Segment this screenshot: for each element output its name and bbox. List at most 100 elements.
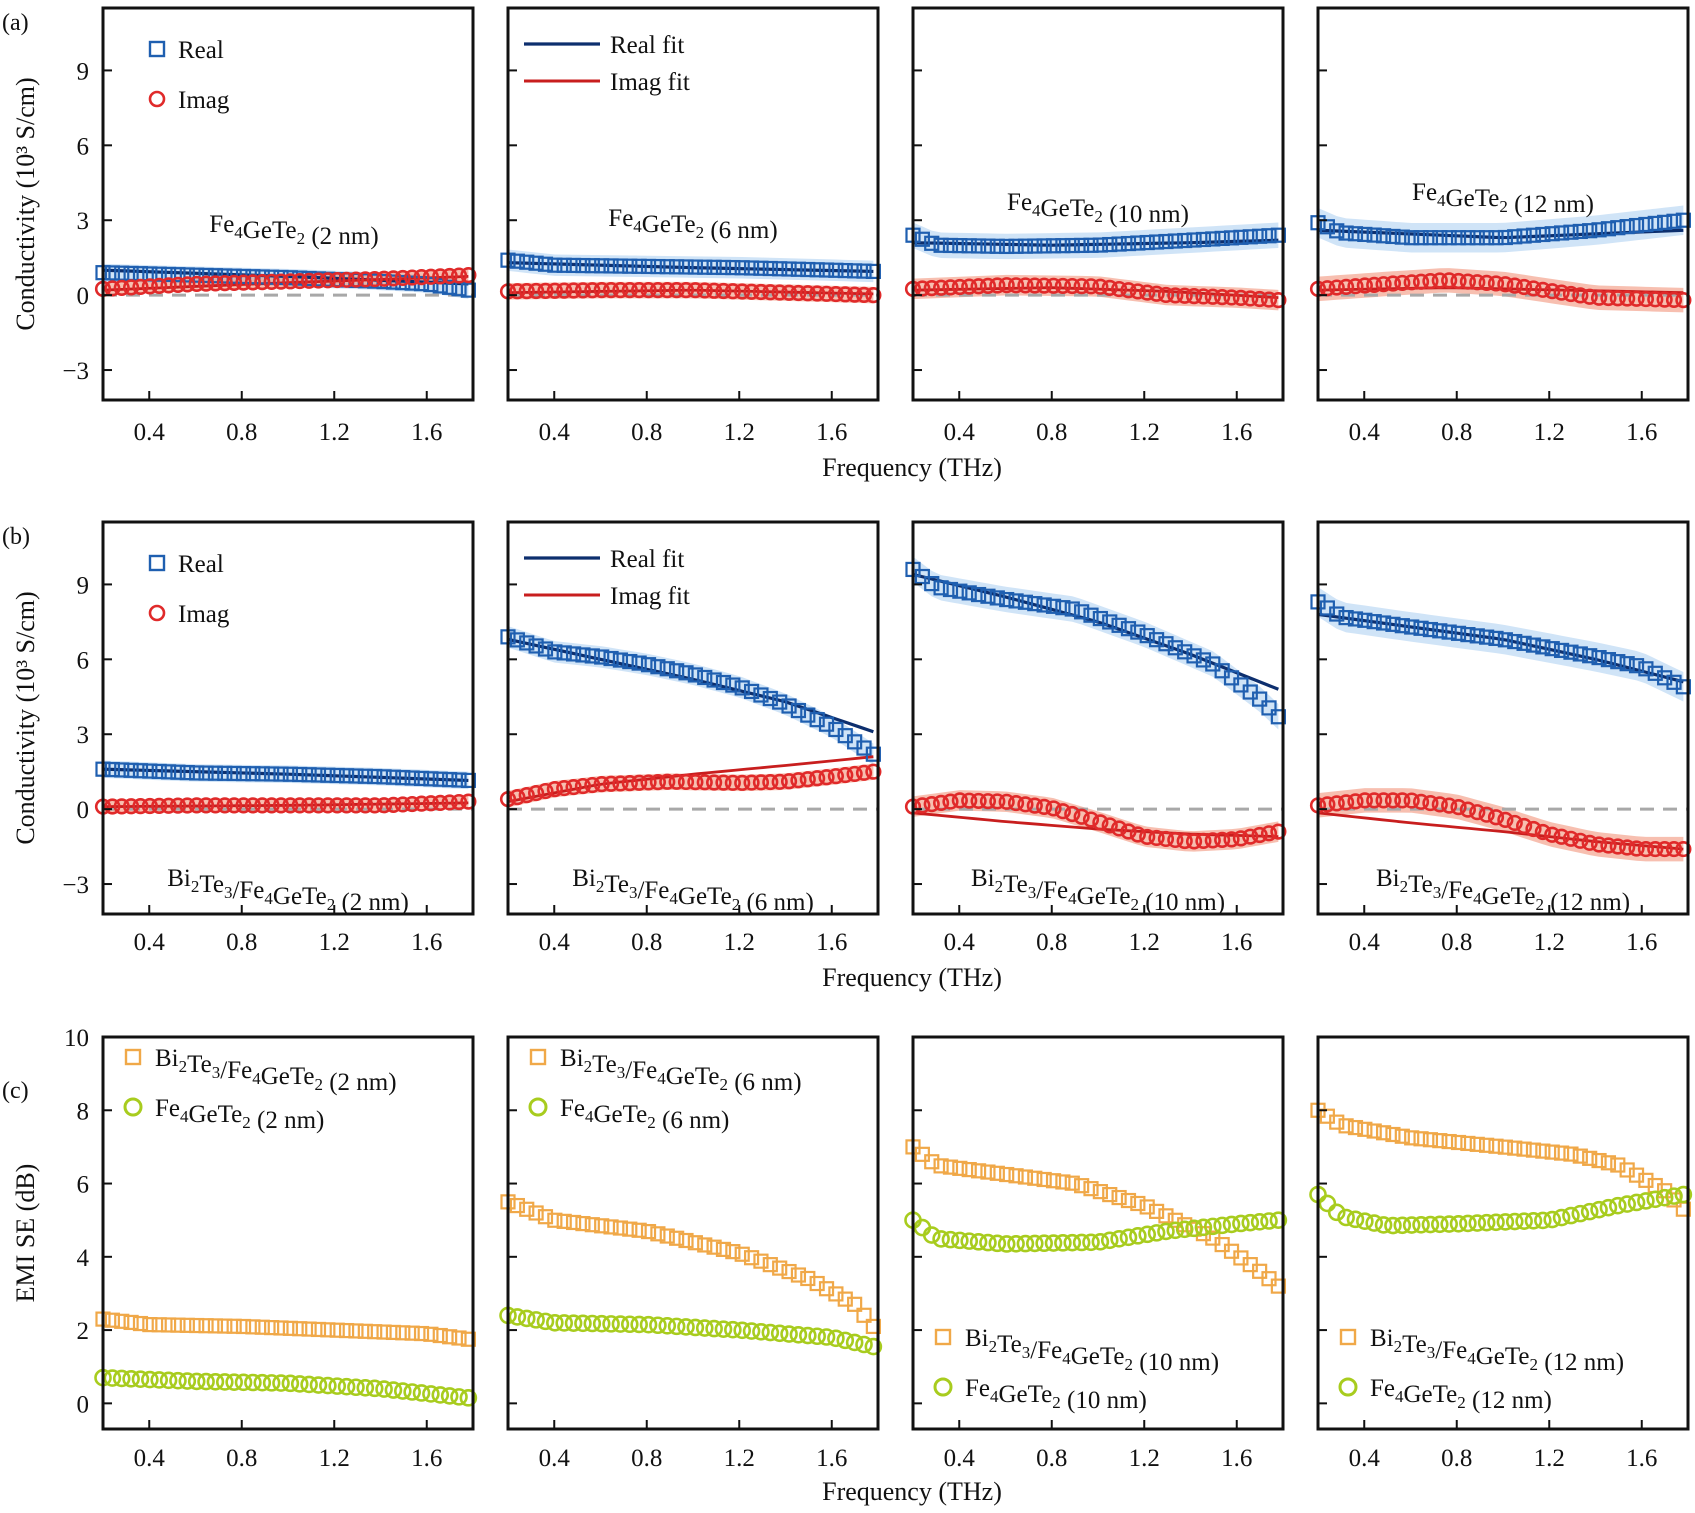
single-emi-marker xyxy=(1203,1217,1222,1236)
imag-data-marker xyxy=(385,270,402,287)
imag-data-marker xyxy=(310,272,327,289)
imag-data-marker xyxy=(226,797,243,814)
single-emi-marker xyxy=(262,1374,281,1392)
x-tick-label: 0.8 xyxy=(226,1445,257,1472)
imag-data-marker xyxy=(1544,826,1561,843)
hetero-emi-marker xyxy=(1600,1155,1617,1171)
hetero-emi-marker xyxy=(1610,1157,1626,1173)
real-data-marker xyxy=(584,648,600,664)
single-emi-marker xyxy=(988,1234,1007,1253)
imag-data-marker xyxy=(970,278,987,295)
label-subscript: 2 xyxy=(1130,895,1139,914)
hetero-emi-marker xyxy=(1074,1178,1090,1194)
label-subscript: 2 xyxy=(1535,895,1544,914)
imag-data-marker xyxy=(696,774,713,791)
imag-data-marker xyxy=(385,796,402,813)
single-emi-marker xyxy=(225,1373,243,1391)
imag-data-marker xyxy=(951,792,968,809)
real-data-marker xyxy=(1441,624,1457,640)
imag-data-marker xyxy=(1403,274,1420,291)
imag-data-marker xyxy=(1656,291,1673,308)
real-data-marker xyxy=(1270,709,1286,725)
y-tick-label: 3 xyxy=(77,208,90,235)
hetero-emi-marker xyxy=(1563,1146,1579,1162)
label-subscript: 3 xyxy=(224,883,233,902)
x-tick-label: 1.2 xyxy=(724,419,755,446)
single-emi-marker xyxy=(742,1322,761,1340)
y-tick-label: 6 xyxy=(77,647,90,674)
imag-data-marker xyxy=(602,282,620,299)
imag-data-marker xyxy=(160,797,177,814)
hetero-emi-marker xyxy=(1544,1144,1560,1160)
imag-data-marker xyxy=(1356,277,1373,294)
real-data-marker xyxy=(1139,234,1155,251)
single-emi-marker xyxy=(384,1381,403,1399)
real-data-marker xyxy=(970,238,987,254)
single-emi-marker xyxy=(412,1384,431,1402)
label-part: Bi xyxy=(167,865,191,892)
label-subscript: 2 xyxy=(719,1075,728,1094)
label-part: (2 nm) xyxy=(335,889,409,916)
real-data-marker xyxy=(659,661,675,677)
x-tick-label: 1.2 xyxy=(1534,1445,1565,1472)
single-emi-marker xyxy=(517,1309,536,1328)
single-emi-marker xyxy=(1477,1213,1496,1232)
real-data-marker xyxy=(933,580,949,596)
real-data-marker xyxy=(528,638,544,654)
label-part: (2 nm) xyxy=(251,1107,325,1134)
imag-data-marker xyxy=(338,271,355,288)
imag-data-marker xyxy=(509,283,526,300)
imag-data-marker xyxy=(1366,792,1383,809)
real-data-marker xyxy=(961,585,977,601)
x-tick-label: 0.4 xyxy=(134,929,166,956)
imag-data-marker xyxy=(923,280,940,297)
label-subscript: 2 xyxy=(191,877,200,896)
imag-data-marker xyxy=(441,794,458,811)
real-data-marker xyxy=(762,260,778,277)
label-subscript: 3 xyxy=(212,1063,221,1082)
real-data-marker xyxy=(1591,649,1607,666)
hetero-emi-marker xyxy=(584,1217,600,1233)
real-data-marker xyxy=(1064,237,1080,254)
y-tick-label: 2 xyxy=(77,1318,90,1345)
label-part: Bi xyxy=(155,1045,179,1072)
legend-single-label: Fe4GeTe2 (12 nm) xyxy=(1370,1375,1552,1414)
real-data-marker xyxy=(1432,230,1448,246)
imag-data-marker xyxy=(422,268,440,285)
label-subscript: 3 xyxy=(617,1063,626,1082)
hetero-emi-marker xyxy=(734,1246,750,1262)
imag-data-marker xyxy=(518,787,535,804)
imag-data-marker xyxy=(1581,288,1598,305)
label-part: Te xyxy=(1402,1331,1427,1358)
single-emi-marker xyxy=(789,1325,808,1344)
legend-real-label: Real xyxy=(178,551,224,578)
real-data-marker xyxy=(1102,614,1118,630)
imag-error-band xyxy=(913,790,1279,852)
hetero-emi-marker xyxy=(1591,1152,1607,1169)
real-data-marker xyxy=(1375,228,1392,244)
label-part: Bi xyxy=(572,865,596,892)
single-emi-marker xyxy=(1487,1213,1505,1232)
single-emi-marker xyxy=(752,1323,770,1341)
label-part: GeTe xyxy=(594,1101,648,1128)
real-data-marker xyxy=(1347,611,1364,627)
hetero-emi-marker xyxy=(1017,1169,1034,1185)
imag-data-marker xyxy=(216,275,233,292)
label-part: Fe xyxy=(560,1095,585,1122)
x-tick-label: 0.4 xyxy=(134,1445,166,1472)
single-emi-marker xyxy=(450,1388,468,1406)
real-data-marker xyxy=(762,690,778,707)
hetero-emi-marker xyxy=(104,1312,120,1328)
imag-data-marker xyxy=(1157,830,1175,848)
imag-data-marker xyxy=(132,278,149,295)
y-tick-label: 9 xyxy=(77,58,90,85)
real-data-marker xyxy=(753,260,769,276)
real-data-marker xyxy=(575,647,591,663)
sample-label: Bi2Te3/Fe4GeTe2 (2 nm) xyxy=(167,865,409,916)
axes-frame xyxy=(101,1035,475,1431)
single-emi-marker xyxy=(1269,1211,1288,1229)
hetero-emi-marker xyxy=(367,1324,383,1340)
single-emi-marker xyxy=(1110,1230,1128,1248)
legend-hetero-label: Bi2Te3/Fe4GeTe2 (2 nm) xyxy=(155,1045,397,1096)
